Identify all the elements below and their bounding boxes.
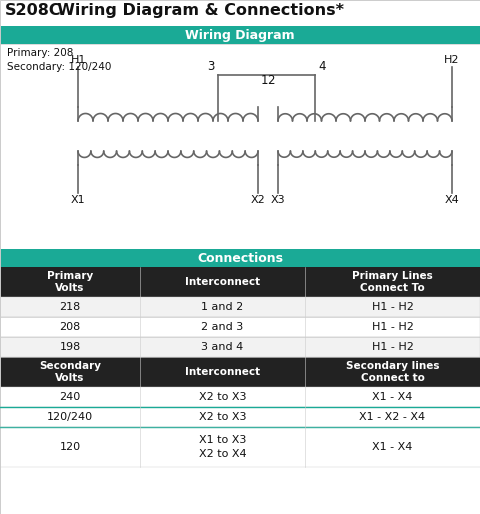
Text: H1: H1	[72, 55, 87, 65]
Text: Primary: 208
Secondary: 120/240: Primary: 208 Secondary: 120/240	[7, 48, 111, 72]
Text: X2: X2	[251, 195, 265, 205]
Bar	[0, 26, 480, 44]
Text: S208C: S208C	[5, 3, 61, 18]
Text: Secondary lines
Connect to: Secondary lines Connect to	[346, 361, 439, 383]
Bar	[0, 357, 480, 387]
Text: H1 - H2: H1 - H2	[372, 322, 413, 332]
Text: 208: 208	[60, 322, 81, 332]
Text: X1 - X4: X1 - X4	[372, 442, 413, 452]
Text: H1 - H2: H1 - H2	[372, 302, 413, 312]
Bar	[0, 317, 480, 337]
Text: 4: 4	[318, 60, 325, 73]
Bar	[0, 267, 480, 297]
Text: 198: 198	[60, 342, 81, 352]
Text: Interconnect: Interconnect	[185, 367, 260, 377]
Bar	[0, 427, 480, 467]
Text: X1 to X3
X2 to X4: X1 to X3 X2 to X4	[199, 435, 246, 458]
Text: 120: 120	[60, 442, 81, 452]
Bar	[0, 337, 480, 357]
Text: Primary Lines
Connect To: Primary Lines Connect To	[352, 271, 433, 293]
Text: Primary
Volts: Primary Volts	[47, 271, 93, 293]
Text: H1 - H2: H1 - H2	[372, 342, 413, 352]
Text: 2 and 3: 2 and 3	[202, 322, 244, 332]
Text: 3: 3	[208, 60, 215, 73]
Text: Wiring Diagram & Connections*: Wiring Diagram & Connections*	[46, 3, 344, 18]
Text: 240: 240	[60, 392, 81, 402]
Text: 1 and 2: 1 and 2	[202, 302, 244, 312]
Bar	[0, 387, 480, 407]
Text: 120/240: 120/240	[47, 412, 93, 422]
Text: X3: X3	[271, 195, 285, 205]
Bar	[0, 297, 480, 317]
Text: X1: X1	[71, 195, 85, 205]
Text: Connections: Connections	[197, 251, 283, 265]
Bar	[0, 44, 480, 249]
Text: X4: X4	[444, 195, 459, 205]
Text: H2: H2	[444, 55, 460, 65]
Text: X1 - X2 - X4: X1 - X2 - X4	[360, 412, 426, 422]
Text: Wiring Diagram: Wiring Diagram	[185, 28, 295, 42]
Text: X1 - X4: X1 - X4	[372, 392, 413, 402]
Text: 218: 218	[60, 302, 81, 312]
Bar	[0, 249, 480, 267]
Text: X2 to X3: X2 to X3	[199, 392, 246, 402]
Text: X2 to X3: X2 to X3	[199, 412, 246, 422]
Text: 3 and 4: 3 and 4	[202, 342, 244, 352]
Bar	[0, 407, 480, 427]
Text: Secondary
Volts: Secondary Volts	[39, 361, 101, 383]
Text: 1: 1	[261, 74, 268, 87]
Text: Interconnect: Interconnect	[185, 277, 260, 287]
Text: 2: 2	[267, 74, 275, 87]
